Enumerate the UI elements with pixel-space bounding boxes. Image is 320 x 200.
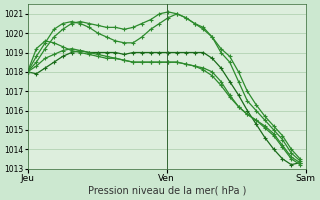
X-axis label: Pression niveau de la mer( hPa ): Pression niveau de la mer( hPa ) [88,186,246,196]
